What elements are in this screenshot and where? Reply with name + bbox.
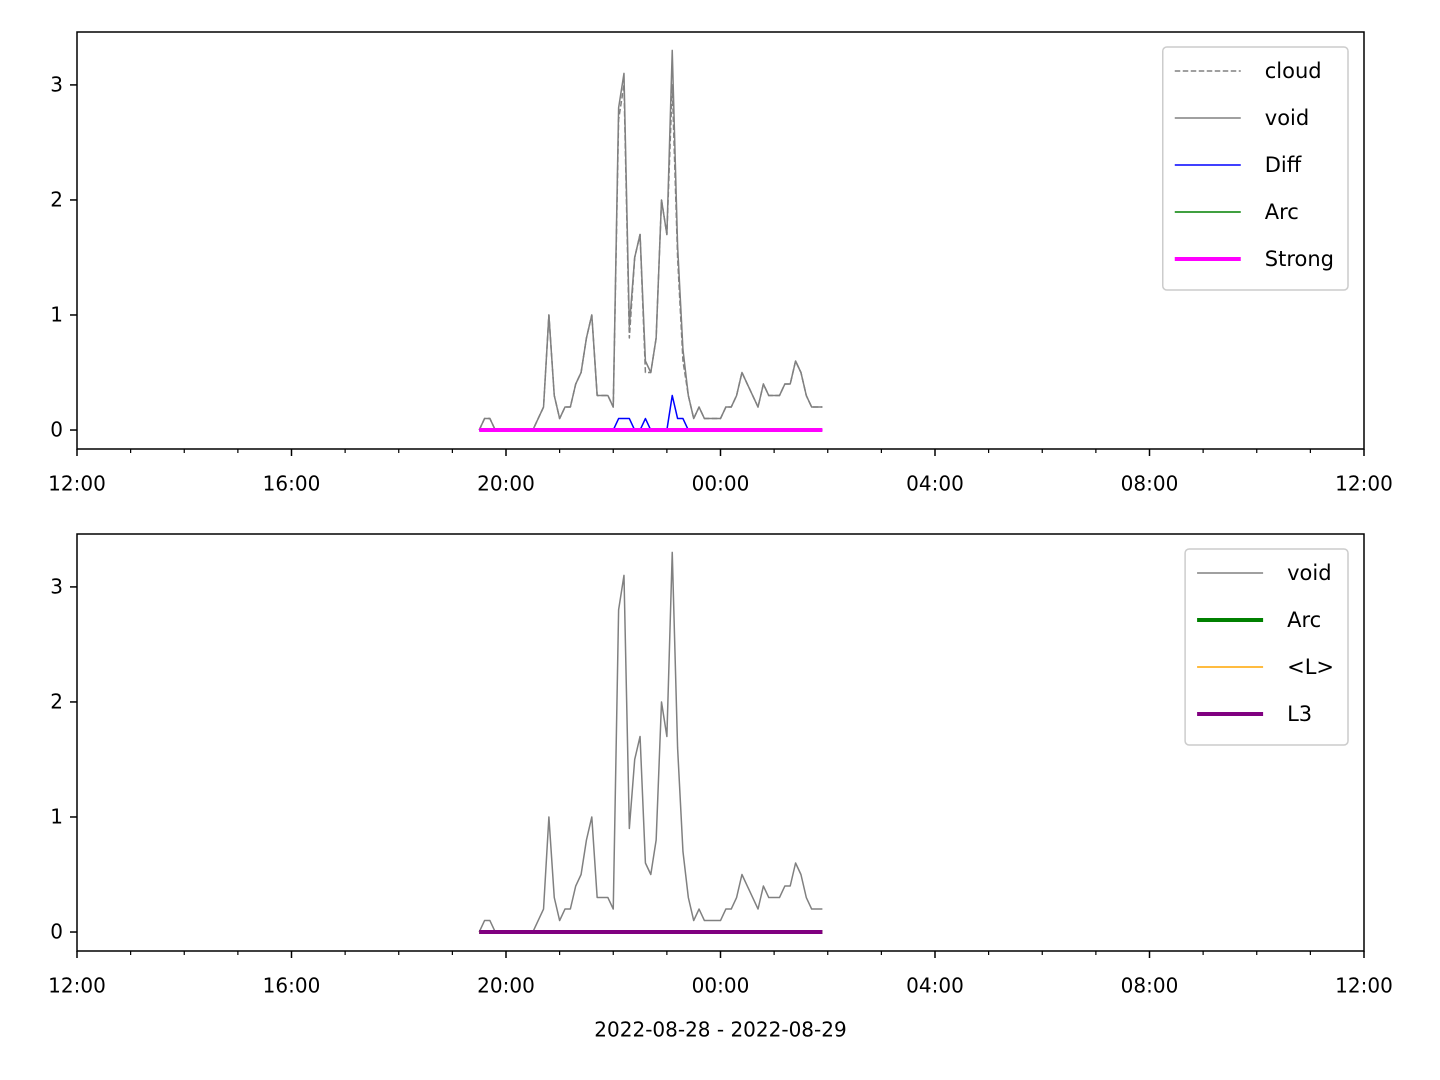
x-tick-label: 04:00 [906, 472, 964, 496]
x-tick-label: 04:00 [906, 974, 964, 998]
legend-label: Arc [1265, 200, 1299, 224]
x-tick-label: 08:00 [1121, 974, 1179, 998]
x-tick-label: 20:00 [477, 472, 535, 496]
series-line [478, 551, 823, 933]
legend: cloud void Diff Arc Strong [1162, 46, 1349, 291]
legend-label: void [1265, 106, 1309, 130]
legend-label: Strong [1265, 247, 1334, 271]
legend: void Arc <L> L3 [1184, 548, 1349, 746]
legend-label: L3 [1287, 702, 1312, 726]
x-tick-label: 12:00 [48, 974, 106, 998]
y-tick-label: 1 [50, 804, 63, 828]
x-tick-label: 00:00 [692, 974, 750, 998]
legend-box [1162, 46, 1349, 291]
plot-area [478, 49, 823, 433]
y-tick-label: 3 [50, 574, 63, 598]
legend-label: cloud [1265, 59, 1322, 83]
y-tick-label: 0 [50, 920, 63, 944]
legend-label: Arc [1287, 608, 1321, 632]
series-line [478, 49, 823, 431]
x-tick-label: 12:00 [48, 472, 106, 496]
legend-label: <L> [1287, 655, 1334, 679]
x-tick-label: 20:00 [477, 974, 535, 998]
legend-box [1184, 548, 1349, 746]
x-tick-label: 00:00 [692, 472, 750, 496]
x-axis-label: 2022-08-28 - 2022-08-29 [594, 1018, 846, 1042]
y-tick-label: 0 [50, 418, 63, 442]
x-tick-label: 08:00 [1121, 472, 1179, 496]
x-tick-label: 12:00 [1335, 974, 1393, 998]
y-tick-label: 2 [50, 689, 63, 713]
plot-area [478, 551, 823, 935]
y-tick-label: 1 [50, 302, 63, 326]
x-tick-label: 16:00 [263, 974, 321, 998]
y-tick-label: 2 [50, 187, 63, 211]
legend-label: void [1287, 561, 1331, 585]
x-tick-label: 12:00 [1335, 472, 1393, 496]
y-tick-label: 3 [50, 72, 63, 96]
legend-label: Diff [1265, 153, 1302, 177]
x-tick-label: 16:00 [263, 472, 321, 496]
